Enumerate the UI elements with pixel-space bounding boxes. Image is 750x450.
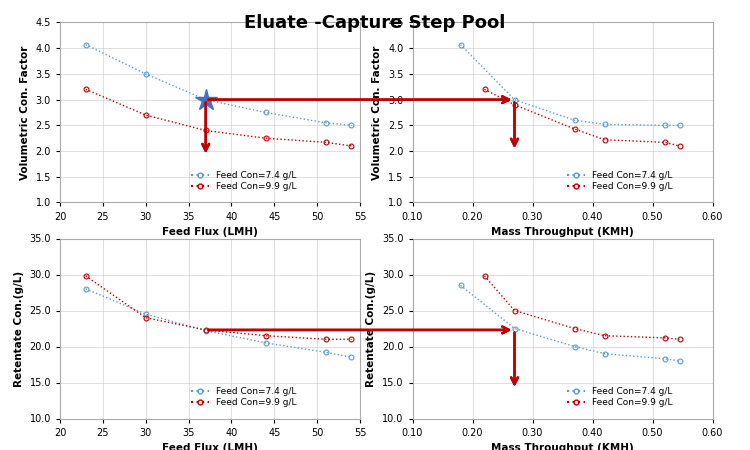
Legend: Feed Con=7.4 g/L, Feed Con=9.9 g/L: Feed Con=7.4 g/L, Feed Con=9.9 g/L: [567, 171, 673, 191]
Legend: Feed Con=7.4 g/L, Feed Con=9.9 g/L: Feed Con=7.4 g/L, Feed Con=9.9 g/L: [190, 387, 296, 407]
X-axis label: Mass Throughput (KMH): Mass Throughput (KMH): [491, 443, 634, 450]
Legend: Feed Con=7.4 g/L, Feed Con=9.9 g/L: Feed Con=7.4 g/L, Feed Con=9.9 g/L: [190, 171, 296, 191]
X-axis label: Feed Flux (LMH): Feed Flux (LMH): [162, 443, 258, 450]
X-axis label: Feed Flux (LMH): Feed Flux (LMH): [162, 227, 258, 237]
Legend: Feed Con=7.4 g/L, Feed Con=9.9 g/L: Feed Con=7.4 g/L, Feed Con=9.9 g/L: [567, 387, 673, 407]
Y-axis label: Retentate Con.(g/L): Retentate Con.(g/L): [13, 270, 24, 387]
X-axis label: Mass Throughput (KMH): Mass Throughput (KMH): [491, 227, 634, 237]
Y-axis label: Retentate Con.(g/L): Retentate Con.(g/L): [366, 270, 376, 387]
Text: Eluate -Capture Step Pool: Eluate -Capture Step Pool: [244, 14, 506, 32]
Y-axis label: Volumetric Con. Factor: Volumetric Con. Factor: [20, 45, 30, 180]
Y-axis label: Volumetric Con. Factor: Volumetric Con. Factor: [373, 45, 382, 180]
